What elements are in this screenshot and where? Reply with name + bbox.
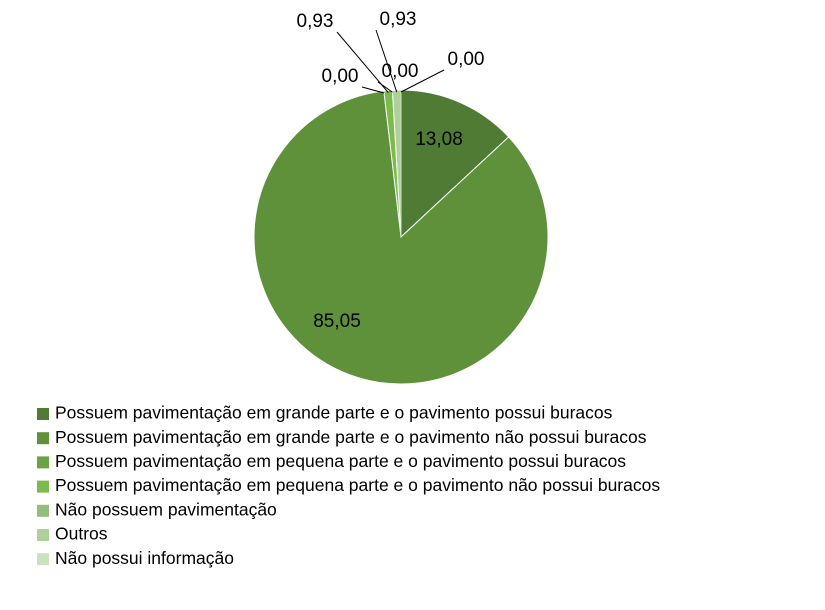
data-label: 0,00 [448, 49, 485, 70]
leader-line [400, 69, 445, 93]
pie-slice [253, 90, 549, 385]
data-label: 0,00 [322, 66, 359, 87]
legend-label: Não possuem pavimentação [55, 499, 277, 519]
legend-swatch [37, 504, 49, 517]
legend-swatch [37, 480, 49, 493]
data-label: 13,08 [415, 129, 463, 150]
data-label: 0,93 [297, 11, 334, 32]
legend-swatch [37, 529, 49, 541]
data-label: 85,05 [313, 311, 361, 332]
pie-slice [400, 89, 510, 239]
data-label: 0,00 [382, 61, 419, 82]
leader-line [375, 29, 398, 93]
legend-label: Possuem pavimentação em pequena parte e … [55, 451, 626, 471]
legend-label: Possuem pavimentação em pequena parte e … [55, 475, 660, 495]
leader-line [377, 81, 393, 93]
leader-line [361, 86, 385, 94]
legend-swatch [37, 456, 49, 469]
legend-label: Possuem pavimentação em grande parte e o… [55, 427, 647, 447]
legend-label: Possuem pavimentação em grande parte e o… [55, 403, 613, 423]
leader-line [336, 31, 389, 93]
legend-swatch [37, 553, 49, 566]
legend-label: Não possui informação [55, 548, 234, 568]
data-label: 0,93 [380, 9, 417, 30]
legend-label: Outros [55, 524, 108, 544]
legend-swatch [37, 432, 49, 445]
legend-swatch [37, 408, 49, 420]
